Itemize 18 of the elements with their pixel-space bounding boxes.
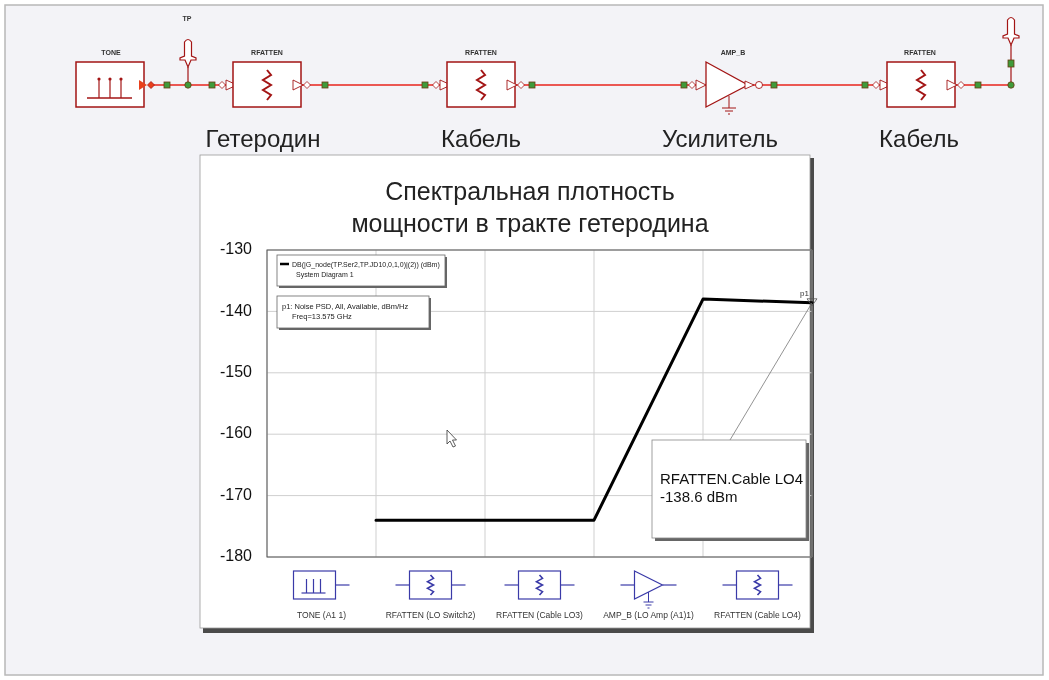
y-tick-label: -130 bbox=[219, 240, 253, 258]
text: Гетеродин bbox=[205, 125, 321, 152]
y-tick-label: -140 bbox=[219, 301, 253, 319]
text: Кабель bbox=[879, 125, 959, 152]
text: AMP_B (LO Amp (A1)1) bbox=[603, 610, 695, 620]
y-tick-label: -170 bbox=[219, 485, 253, 503]
chart-title: Спектральная плотность мощности в тракте гетеродина bbox=[351, 177, 709, 237]
annotation: p1 bbox=[800, 288, 810, 298]
annotation: RFATTEN.Cable LO4 -138.6 dBm bbox=[660, 470, 804, 505]
text: Кабель bbox=[441, 125, 521, 152]
text: TONE (A1 1) bbox=[297, 610, 347, 620]
text: RFATTEN (LO Switch2) bbox=[385, 610, 476, 620]
y-tick-label: -150 bbox=[219, 363, 253, 381]
text: Усилитель bbox=[661, 125, 779, 152]
y-tick-label: -180 bbox=[219, 547, 253, 565]
text: RFATTEN (Cable LO4) bbox=[714, 610, 802, 620]
y-tick-label: -160 bbox=[219, 424, 253, 442]
text: RFATTEN (Cable LO3) bbox=[496, 610, 584, 620]
